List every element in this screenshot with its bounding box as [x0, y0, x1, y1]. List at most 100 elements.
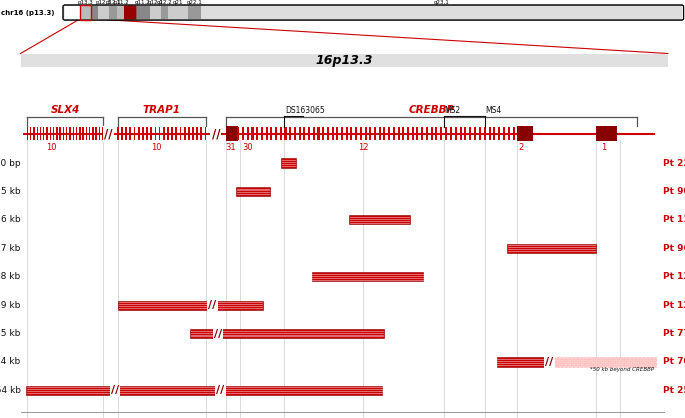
Text: Pt 134: Pt 134 — [663, 272, 685, 281]
Bar — [355, 127, 357, 140]
Bar — [161, 6, 168, 19]
Bar — [397, 127, 399, 140]
Bar — [188, 6, 201, 19]
Bar — [150, 127, 152, 140]
Bar — [256, 127, 258, 140]
Bar — [86, 127, 87, 140]
Text: 17 kb: 17 kb — [0, 244, 21, 253]
Text: //: // — [216, 385, 225, 395]
Bar — [440, 127, 443, 140]
Bar — [553, 357, 656, 367]
Bar — [82, 127, 84, 140]
FancyBboxPatch shape — [124, 5, 136, 20]
Bar — [474, 127, 476, 140]
Bar — [197, 127, 198, 140]
Bar — [488, 127, 490, 140]
Text: Pt 117: Pt 117 — [663, 215, 685, 224]
Text: //: // — [208, 300, 216, 310]
Text: //: // — [545, 357, 553, 367]
Bar — [102, 127, 103, 140]
Bar — [34, 127, 35, 140]
Bar — [251, 127, 253, 140]
Text: //: // — [104, 127, 112, 140]
Bar — [188, 127, 190, 140]
Bar — [445, 127, 447, 140]
Text: 30: 30 — [242, 143, 253, 152]
Bar — [503, 127, 505, 140]
Bar — [388, 127, 390, 140]
Bar — [507, 244, 596, 253]
Bar — [47, 127, 48, 140]
Bar — [99, 127, 100, 140]
Text: p12.1: p12.1 — [105, 0, 121, 5]
Text: p11.2: p11.2 — [114, 0, 129, 5]
Bar — [517, 126, 533, 141]
Text: Pt 96: Pt 96 — [663, 244, 685, 253]
Bar — [98, 6, 109, 19]
Bar — [416, 127, 419, 140]
Bar — [493, 127, 495, 140]
Bar — [109, 6, 117, 19]
Text: q11.2: q11.2 — [135, 0, 150, 5]
Text: Pt 121: Pt 121 — [663, 301, 685, 310]
Bar — [66, 127, 67, 140]
Text: 2: 2 — [518, 143, 523, 152]
Bar — [53, 127, 54, 140]
Text: 6 kb: 6 kb — [1, 215, 21, 224]
Bar — [596, 126, 617, 141]
Bar — [36, 127, 38, 140]
Bar — [73, 127, 74, 140]
Bar — [279, 127, 282, 140]
Bar — [21, 54, 668, 67]
Bar — [322, 127, 324, 140]
Bar — [341, 127, 343, 140]
Bar — [30, 127, 32, 140]
Text: 16p13.3: 16p13.3 — [316, 54, 373, 67]
Bar — [167, 127, 169, 140]
Bar — [374, 127, 376, 140]
Text: 5 kb: 5 kb — [1, 187, 21, 196]
Bar — [464, 127, 466, 140]
Text: TRAP1: TRAP1 — [142, 105, 181, 115]
Bar — [327, 127, 329, 140]
Text: Pt 70: Pt 70 — [663, 357, 685, 367]
Text: 28 kb: 28 kb — [0, 272, 21, 281]
Text: MS2: MS2 — [445, 106, 461, 115]
Bar — [171, 127, 173, 140]
Text: 10: 10 — [46, 143, 57, 152]
Bar — [79, 127, 81, 140]
Text: //: // — [212, 127, 220, 140]
Bar — [421, 127, 423, 140]
Bar — [26, 386, 382, 395]
Text: //: // — [214, 329, 222, 339]
Bar — [117, 127, 119, 140]
Bar — [313, 127, 315, 140]
Bar — [360, 127, 362, 140]
Bar — [275, 127, 277, 140]
Bar — [92, 127, 94, 140]
Bar — [317, 127, 319, 140]
Bar — [138, 127, 140, 140]
Bar — [498, 127, 500, 140]
Bar — [247, 127, 249, 140]
Bar — [379, 127, 381, 140]
Bar — [190, 329, 384, 338]
Bar — [349, 215, 410, 224]
Text: Pt 259: Pt 259 — [663, 386, 685, 395]
Text: 84 kb: 84 kb — [0, 357, 21, 367]
Bar — [242, 127, 244, 140]
Bar — [479, 127, 481, 140]
Bar — [226, 126, 238, 141]
Bar — [426, 127, 428, 140]
Text: 10: 10 — [151, 143, 162, 152]
Bar — [201, 6, 682, 19]
Bar — [303, 127, 306, 140]
Bar — [65, 6, 80, 19]
Bar — [43, 127, 45, 140]
Bar — [460, 127, 462, 140]
Bar — [125, 127, 127, 140]
Bar — [146, 127, 148, 140]
Bar — [508, 127, 510, 140]
Text: //: // — [111, 385, 119, 395]
Text: chr16 (p13.3): chr16 (p13.3) — [1, 10, 55, 15]
